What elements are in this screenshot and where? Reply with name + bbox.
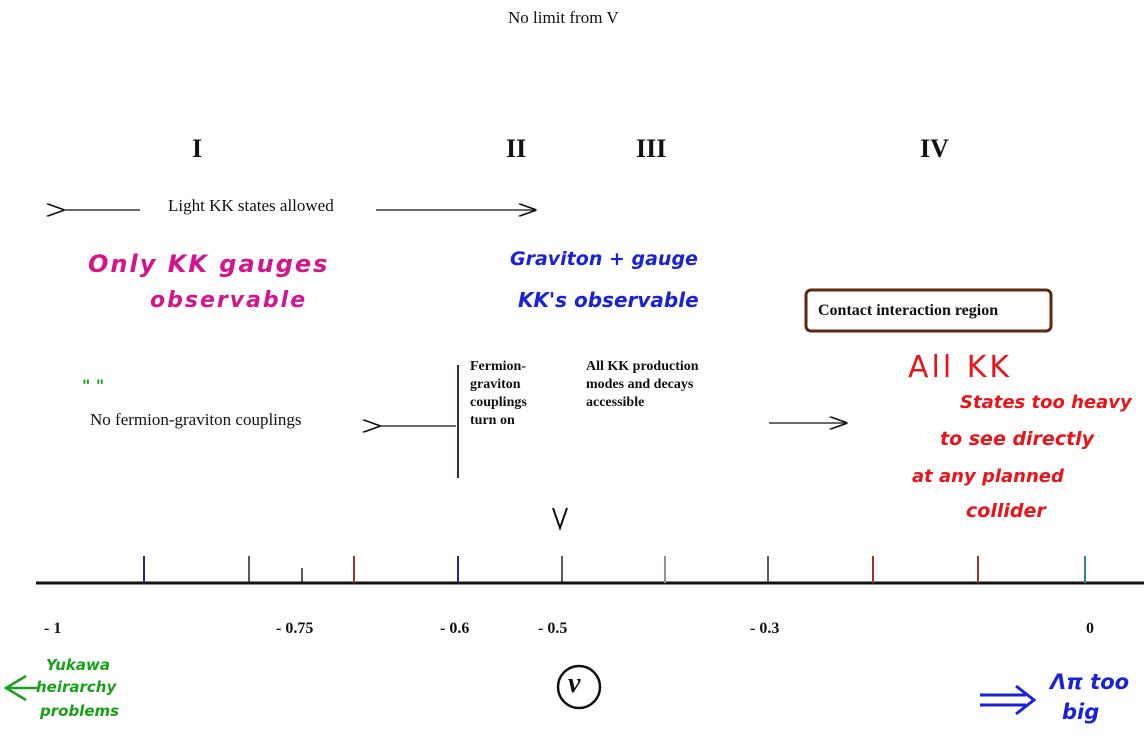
all-kk-line3: to see directly: [940, 428, 1095, 450]
all-kk-line5: collider: [966, 500, 1046, 522]
nu-circle: [556, 664, 602, 710]
region-II: II: [506, 134, 527, 163]
only-kk-gauges-line2: observable: [150, 288, 308, 313]
tick-label-neg1: - 1: [44, 620, 62, 637]
tick-label-0: 0: [1086, 620, 1094, 637]
all-kk-line1: All KK: [908, 350, 1013, 385]
tick-label-neg075: - 0.75: [276, 620, 314, 637]
tick-label-neg06: - 0.6: [440, 620, 470, 637]
yukawa-line1: Yukawa: [46, 656, 110, 674]
contact-interaction-label: Contact interaction region: [818, 302, 999, 319]
all-kk-line2: States too heavy: [960, 392, 1132, 413]
center-arrow-head: [552, 507, 568, 532]
graviton-gauge-line2: KK's observable: [518, 288, 699, 312]
all-kk-modes-line3: accessible: [586, 395, 645, 410]
yukawa-line2: heirarchy: [36, 678, 117, 696]
no-limit-label: No limit from V: [508, 8, 619, 27]
region-I: I: [192, 134, 203, 163]
fermion-turn-on-label: Fermion- graviton couplings turn on: [470, 358, 527, 430]
light-kk-label: Light KK states allowed: [168, 196, 334, 215]
lambda-too-big-line2: big: [1062, 700, 1100, 724]
all-kk-line4: at any planned: [912, 466, 1064, 487]
region-III: III: [636, 134, 667, 163]
tick-label-neg03: - 0.3: [750, 620, 780, 637]
fermion-turn-on-line2: graviton: [470, 377, 521, 392]
fermion-turn-on-line3: couplings: [470, 395, 527, 410]
all-kk-modes-line2: modes and decays: [586, 377, 694, 392]
graviton-gauge-line1: Graviton + gauge: [510, 248, 698, 270]
nu-symbol: ν: [568, 668, 581, 699]
region-IV: IV: [920, 134, 949, 163]
green-left-arrow: [3, 674, 27, 702]
green-quote-mark: " ": [82, 376, 105, 395]
yukawa-line3: problems: [40, 702, 120, 720]
tick-label-neg05: - 0.5: [538, 620, 568, 637]
all-kk-modes-line1: All KK production: [586, 359, 699, 374]
fermion-turn-on-line1: Fermion-: [470, 359, 526, 374]
fermion-turn-on-line4: turn on: [470, 413, 515, 428]
all-kk-modes-label: All KK production modes and decays acces…: [586, 358, 699, 412]
contact-box: [804, 288, 1053, 333]
only-kk-gauges-line1: Only KK gauges: [88, 250, 330, 278]
no-fermion-label: No fermion-graviton couplings: [90, 410, 302, 429]
lambda-too-big-line1: Λπ too: [1050, 670, 1130, 694]
